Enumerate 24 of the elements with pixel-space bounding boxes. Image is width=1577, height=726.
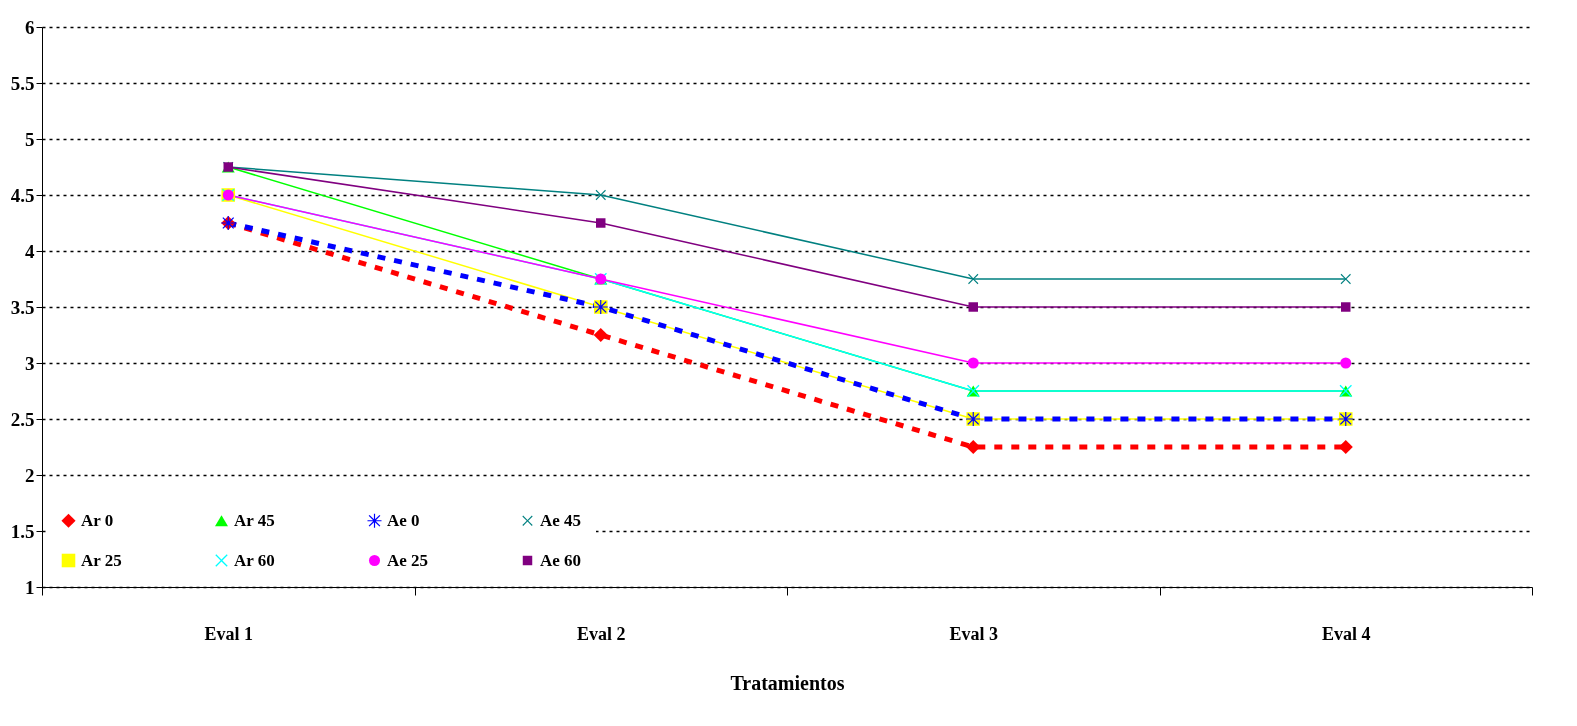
legend-label: Ae 25 — [387, 550, 429, 570]
y-tick-label: 3 — [25, 352, 35, 374]
legend-label: Ar 25 — [81, 550, 122, 570]
x-tick-label: Eval 4 — [1321, 623, 1371, 644]
x-tick-label: Eval 3 — [949, 623, 999, 644]
y-tick-label: 4.5 — [10, 184, 35, 206]
legend-label: Ae 0 — [387, 510, 420, 530]
legend-label: Ar 0 — [81, 510, 114, 530]
x-axis-title: Tratamientos — [730, 671, 845, 694]
legend-label: Ar 60 — [234, 550, 275, 570]
y-tick-label: 4 — [25, 240, 35, 262]
x-tick-label: Eval 2 — [576, 623, 626, 644]
legend-label: Ar 45 — [234, 510, 275, 530]
legend-label: Ae 60 — [540, 550, 582, 570]
y-tick-label: 5 — [25, 128, 35, 150]
y-tick-label: 3.5 — [10, 296, 35, 318]
y-tick-label: 1 — [25, 576, 35, 598]
y-tick-label: 2.5 — [10, 408, 35, 430]
legend-label: Ae 45 — [540, 510, 582, 530]
y-tick-label: 2 — [25, 464, 35, 486]
x-tick-label: Eval 1 — [204, 623, 254, 644]
y-tick-label: 1.5 — [10, 520, 35, 542]
y-tick-label: 6 — [25, 16, 35, 38]
y-tick-label: 5.5 — [10, 72, 35, 94]
